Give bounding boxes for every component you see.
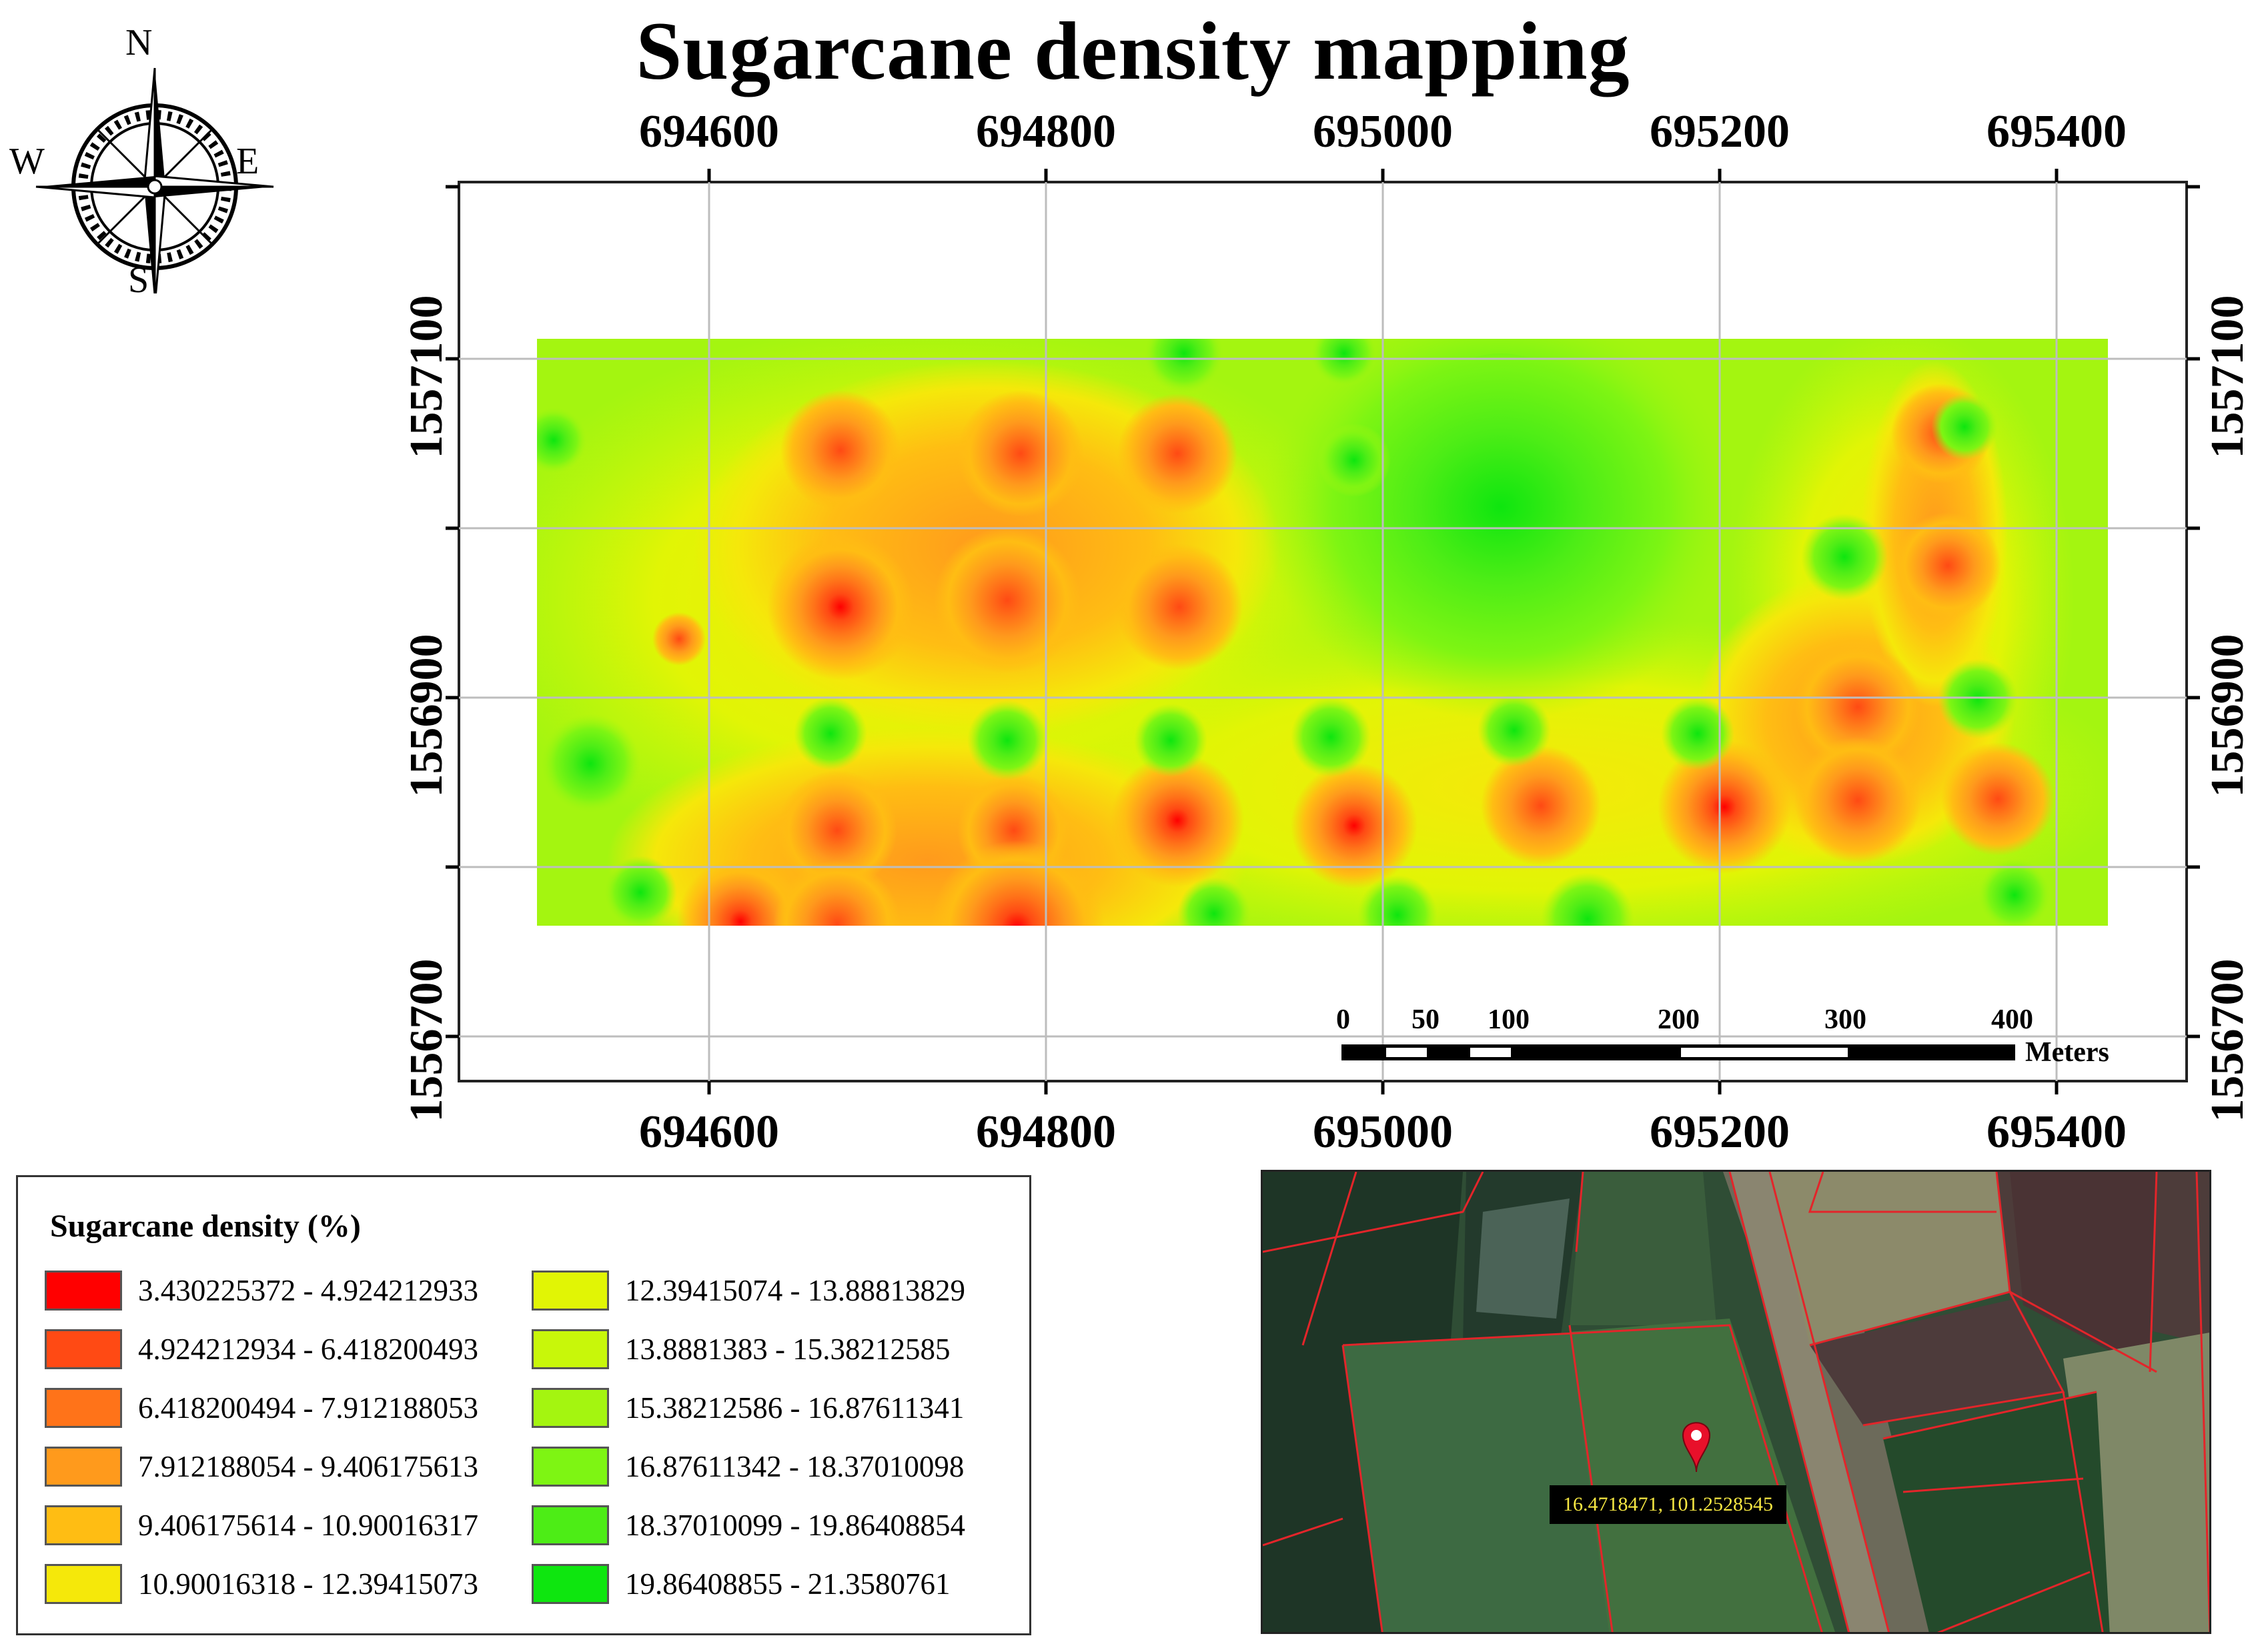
legend-swatch: [532, 1388, 609, 1428]
compass-rose-icon: [35, 67, 274, 293]
legend-swatch: [45, 1564, 122, 1604]
x-tick-bottom-3: 695000: [1313, 1106, 1453, 1158]
legend-label: 6.418200494 - 7.912188053: [138, 1391, 478, 1425]
scale-label-0: 0: [1336, 1004, 1350, 1035]
x-tick-bottom-5: 695400: [1987, 1106, 2127, 1158]
x-tick-top-1: 694600: [639, 106, 779, 157]
scale-label-50: 50: [1411, 1004, 1440, 1035]
scale-bar: [1341, 1044, 2015, 1060]
legend-label: 9.406175614 - 10.90016317: [138, 1509, 478, 1542]
legend-label: 16.87611342 - 18.37010098: [625, 1450, 965, 1483]
map-title: Sugarcane density mapping: [636, 5, 1630, 97]
inset-coordinate-label: 16.4718471, 101.2528545: [1550, 1485, 1786, 1524]
legend-swatch: [532, 1447, 609, 1487]
legend-swatch: [45, 1271, 122, 1311]
legend: Sugarcane density (%) 3.430225372 - 4.92…: [16, 1175, 1031, 1635]
compass-west-label: W: [9, 141, 45, 182]
satellite-imagery: [1263, 1172, 2209, 1632]
legend-label: 13.8881383 - 15.38212585: [625, 1333, 951, 1366]
x-tick-bottom-2: 694800: [976, 1106, 1116, 1158]
scale-unit: Meters: [2025, 1037, 2109, 1068]
x-tick-top-4: 695200: [1650, 106, 1790, 157]
inset-satellite-map: 16.4718471, 101.2528545: [1261, 1170, 2211, 1634]
legend-swatch: [532, 1564, 609, 1604]
y-tick-left-3: 1556700: [401, 958, 452, 1122]
scale-label-300: 300: [1824, 1004, 1866, 1035]
legend-title: Sugarcane density (%): [50, 1208, 361, 1244]
y-tick-right-1: 1557100: [2202, 295, 2253, 459]
legend-label: 19.86408855 - 21.3580761: [625, 1567, 951, 1601]
map-frame: 694600 694800 695000 695200 695400 69460…: [401, 106, 2253, 1158]
compass-north-label: N: [125, 22, 153, 63]
y-tick-left-1: 1557100: [401, 295, 452, 459]
scale-label-200: 200: [1658, 1004, 1700, 1035]
compass-south-label: S: [128, 259, 149, 301]
legend-label: 18.37010099 - 19.86408854: [625, 1509, 965, 1542]
legend-swatch: [532, 1505, 609, 1545]
legend-label: 3.430225372 - 4.924212933: [138, 1274, 478, 1307]
location-pin-icon: [1682, 1422, 1711, 1473]
legend-swatch: [45, 1329, 122, 1369]
graticule: [459, 182, 2187, 1081]
y-tick-left-2: 1556900: [401, 634, 452, 798]
scale-label-400: 400: [1991, 1004, 2033, 1035]
x-tick-bottom-1: 694600: [639, 1106, 779, 1158]
x-tick-top-5: 695400: [1987, 106, 2127, 157]
legend-swatch: [532, 1329, 609, 1369]
north-arrow: N S E W: [9, 22, 280, 301]
x-tick-bottom-4: 695200: [1650, 1106, 1790, 1158]
compass-east-label: E: [236, 141, 259, 182]
legend-swatch: [45, 1447, 122, 1487]
legend-swatch: [45, 1505, 122, 1545]
x-tick-top-2: 694800: [976, 106, 1116, 157]
y-tick-right-3: 1556700: [2202, 958, 2253, 1122]
scale-label-100: 100: [1488, 1004, 1530, 1035]
x-tick-top-3: 695000: [1313, 106, 1453, 157]
y-tick-right-2: 1556900: [2202, 634, 2253, 798]
legend-label: 12.39415074 - 13.88813829: [625, 1274, 965, 1307]
density-map: [446, 169, 2200, 1094]
legend-label: 7.912188054 - 9.406175613: [138, 1450, 478, 1483]
legend-label: 15.38212586 - 16.87611341: [625, 1391, 965, 1425]
legend-swatch: [45, 1388, 122, 1428]
legend-swatch: [532, 1271, 609, 1311]
legend-label: 10.90016318 - 12.39415073: [138, 1567, 478, 1601]
legend-label: 4.924212934 - 6.418200493: [138, 1333, 478, 1366]
